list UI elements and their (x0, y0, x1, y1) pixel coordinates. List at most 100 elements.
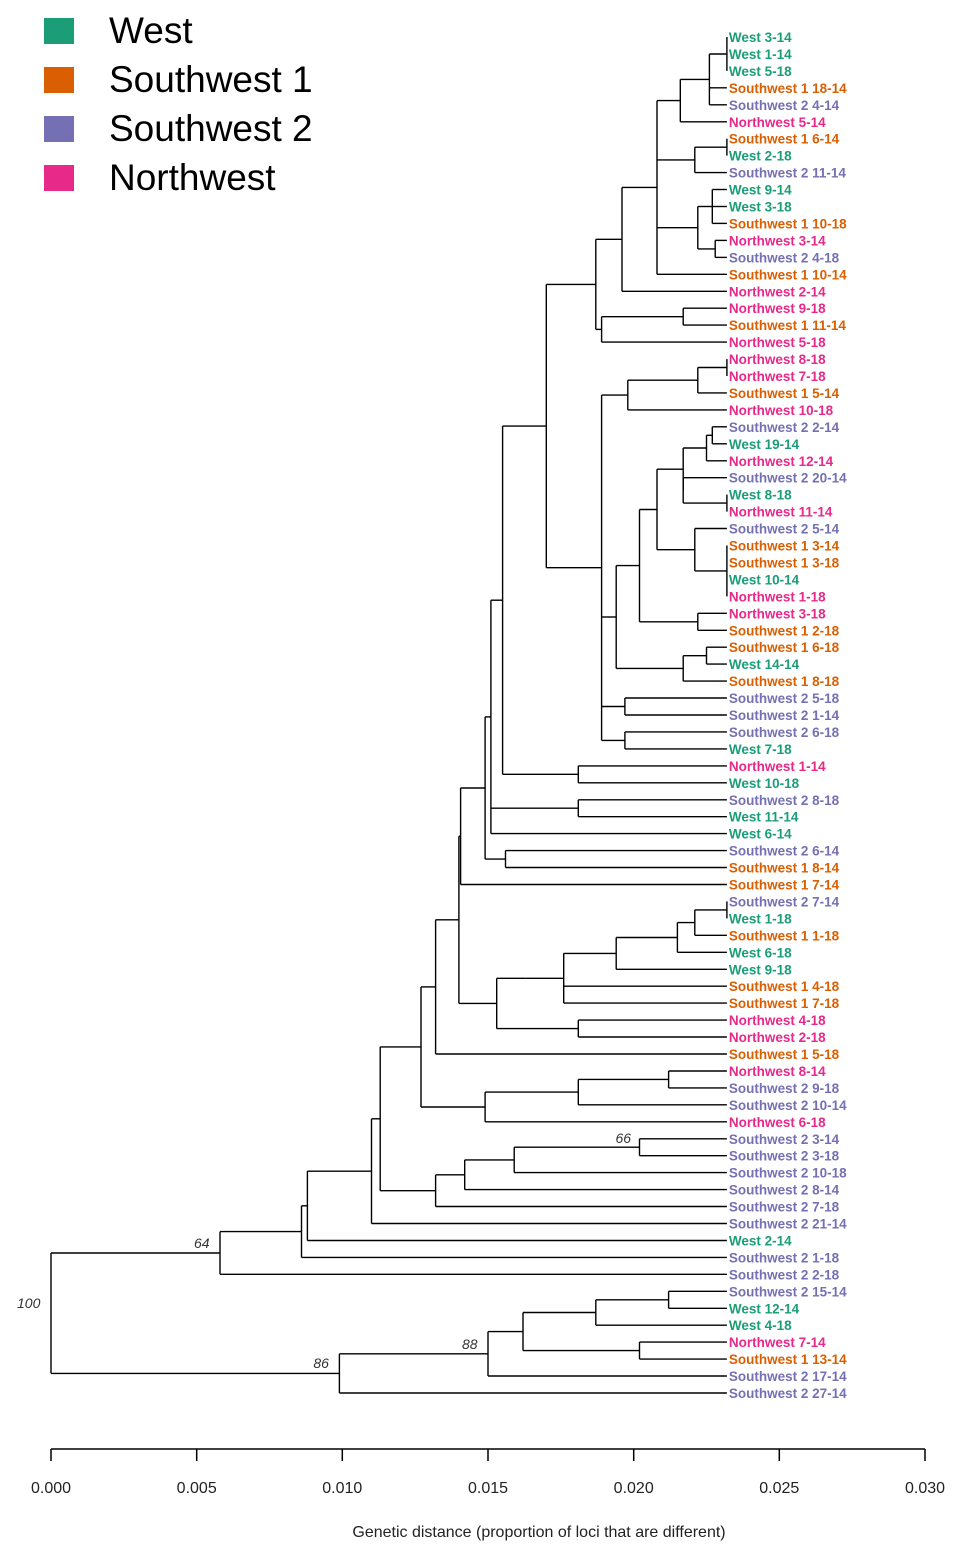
legend-item-northwest: Northwest (44, 153, 313, 202)
leaf-label: Southwest 1 7-18 (729, 996, 840, 1011)
legend-swatch-northwest (44, 164, 74, 191)
x-tick-label: 0.000 (31, 1480, 71, 1497)
leaf-label: Southwest 1 5-18 (729, 1047, 840, 1062)
leaf-label: West 2-14 (729, 1234, 792, 1249)
leaf-label: West 1-18 (729, 911, 792, 926)
leaf-label: Southwest 2 10-14 (729, 1098, 847, 1113)
leaf-label: Southwest 1 4-18 (729, 979, 840, 994)
leaf-label: Northwest 1-14 (729, 759, 826, 774)
leaf-label: Southwest 2 8-14 (729, 1183, 840, 1198)
leaf-label: West 14-14 (729, 657, 800, 672)
leaf-label: West 1-14 (729, 47, 792, 62)
leaf-label: Northwest 9-18 (729, 301, 826, 316)
leaf-label: Northwest 7-18 (729, 369, 826, 384)
leaf-label: Southwest 1 3-18 (729, 555, 840, 570)
leaf-label: Northwest 5-14 (729, 115, 826, 130)
leaf-label: Southwest 2 1-18 (729, 1250, 840, 1265)
leaf-label: Southwest 2 2-18 (729, 1267, 840, 1282)
x-tick-label: 0.010 (322, 1480, 362, 1497)
leaf-label: West 10-18 (729, 776, 800, 791)
bootstrap-label: 86 (313, 1355, 329, 1371)
leaf-label: Southwest 2 21-14 (729, 1217, 847, 1232)
leaf-label: Southwest 1 10-18 (729, 216, 847, 231)
legend-label-west: West (109, 10, 193, 51)
leaf-label: Northwest 1-18 (729, 589, 826, 604)
leaf-label: Southwest 2 20-14 (729, 471, 847, 486)
leaf-label: West 12-14 (729, 1301, 800, 1316)
leaf-label: Northwest 3-18 (729, 606, 826, 621)
leaf-label: Southwest 2 5-18 (729, 691, 840, 706)
leaf-label: West 4-18 (729, 1318, 792, 1333)
leaf-label: Northwest 5-18 (729, 335, 826, 350)
leaf-label: Southwest 1 7-14 (729, 878, 840, 893)
legend-label-northwest: Northwest (109, 157, 276, 198)
legend: West Southwest 1 Southwest 2 Northwest (44, 6, 313, 202)
leaf-label: Southwest 2 6-18 (729, 725, 840, 740)
leaf-label: Southwest 2 6-14 (729, 844, 840, 859)
leaf-label: Southwest 2 4-14 (729, 98, 840, 113)
legend-swatch-southwest-2 (44, 115, 74, 142)
leaf-label: Southwest 1 1-18 (729, 928, 840, 943)
leaf-label: West 8-18 (729, 488, 792, 503)
leaf-label: Southwest 1 8-14 (729, 861, 840, 876)
bootstrap-labels: 100 64 86 88 66 (17, 1130, 631, 1371)
bootstrap-label: 100 (17, 1295, 41, 1311)
leaf-label: West 3-14 (729, 30, 792, 45)
leaf-label: Southwest 2 5-14 (729, 522, 840, 537)
leaf-label: West 19-14 (729, 437, 800, 452)
x-tick-label: 0.005 (177, 1480, 217, 1497)
leaf-label: Southwest 2 10-18 (729, 1166, 847, 1181)
leaf-label: Southwest 1 13-14 (729, 1352, 847, 1367)
leaf-label: West 9-14 (729, 183, 792, 198)
legend-item-west: West (44, 6, 313, 55)
leaf-label: Northwest 11-14 (729, 505, 833, 520)
x-tick-label: 0.015 (468, 1480, 508, 1497)
x-axis-title: Genetic distance (proportion of loci tha… (352, 1524, 725, 1541)
legend-swatch-west (44, 17, 74, 44)
leaf-label: West 9-18 (729, 962, 792, 977)
leaf-label: Southwest 2 7-14 (729, 894, 840, 909)
legend-item-southwest-2: Southwest 2 (44, 104, 313, 153)
leaf-label: Southwest 1 6-18 (729, 640, 840, 655)
leaf-label: Southwest 1 2-18 (729, 623, 840, 638)
leaf-label: Southwest 1 6-14 (729, 132, 840, 147)
bootstrap-label: 66 (616, 1130, 632, 1146)
leaf-labels: West 3-14 West 1-14 West 5-18 Southwest 1 1… (729, 30, 847, 1401)
leaf-label: West 5-18 (729, 64, 792, 79)
leaf-label: West 10-14 (729, 572, 800, 587)
x-tick-label: 0.020 (614, 1480, 654, 1497)
branches (50, 37, 728, 1394)
leaf-label: Northwest 4-18 (729, 1013, 826, 1028)
leaf-label: Northwest 10-18 (729, 403, 834, 418)
leaf-label: Southwest 1 3-14 (729, 539, 840, 554)
leaf-label: Southwest 2 17-14 (729, 1369, 847, 1384)
leaf-label: West 11-14 (729, 810, 799, 825)
leaf-label: West 6-18 (729, 945, 792, 960)
legend-label-southwest-1: Southwest 1 (109, 59, 313, 100)
leaf-label: Southwest 1 8-18 (729, 674, 840, 689)
leaf-label: Southwest 2 11-14 (729, 166, 847, 181)
leaf-label: Southwest 1 18-14 (729, 81, 847, 96)
leaf-label: Southwest 1 10-14 (729, 267, 847, 282)
leaf-label: Southwest 1 11-14 (729, 318, 847, 333)
leaf-label: Northwest 7-14 (729, 1335, 826, 1350)
x-tick-label: 0.025 (759, 1480, 799, 1497)
x-axis: 0.000 0.005 0.010 0.015 0.020 0.025 0.030 (31, 1448, 945, 1497)
leaf-label: West 2-18 (729, 149, 792, 164)
leaf-label: West 7-18 (729, 742, 792, 757)
leaf-label: Southwest 2 1-14 (729, 708, 840, 723)
leaf-label: West 3-18 (729, 200, 792, 215)
leaf-label: Southwest 2 8-18 (729, 793, 840, 808)
leaf-label: West 6-14 (729, 827, 792, 842)
leaf-label: Northwest 6-18 (729, 1115, 826, 1130)
x-tick-label: 0.030 (905, 1480, 945, 1497)
leaf-label: Northwest 8-14 (729, 1064, 826, 1079)
leaf-label: Northwest 8-18 (729, 352, 826, 367)
leaf-label: Southwest 2 7-18 (729, 1200, 840, 1215)
leaf-label: Southwest 2 9-18 (729, 1081, 840, 1096)
leaf-label: Northwest 3-14 (729, 233, 826, 248)
legend-item-southwest-1: Southwest 1 (44, 55, 313, 104)
leaf-label: Southwest 2 27-14 (729, 1386, 847, 1401)
leaf-label: Southwest 2 2-14 (729, 420, 840, 435)
